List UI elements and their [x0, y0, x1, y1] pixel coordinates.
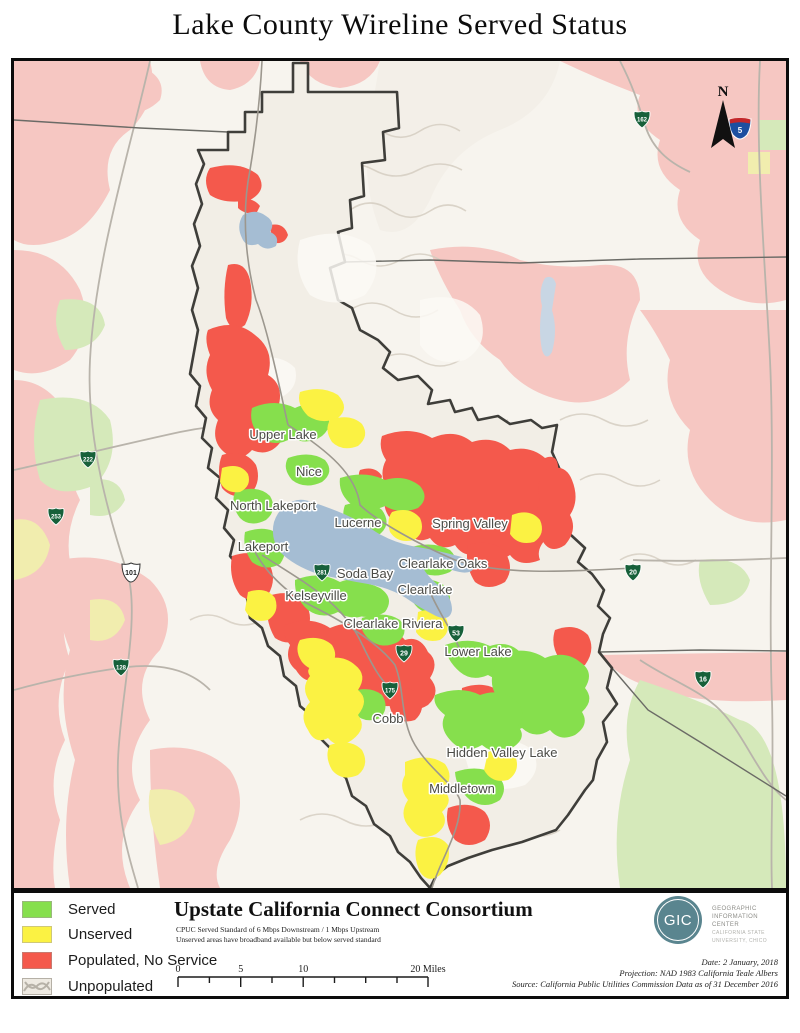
north-arrow-glyph — [711, 100, 735, 148]
scale-tick-10: 10 — [298, 964, 308, 975]
gic-logo-line3: CALIFORNIA STATE UNIVERSITY, CHICO — [712, 930, 768, 944]
town-label: Middletown — [429, 781, 495, 796]
town-label: Nice — [296, 464, 322, 479]
route-shield-128: 128 — [112, 658, 130, 677]
north-arrow: N — [711, 84, 735, 148]
svg-text:53: 53 — [452, 631, 460, 638]
town-label: Lakeport — [238, 539, 289, 554]
route-shield-175: 175 — [381, 681, 399, 700]
page-title: Lake County Wireline Served Status — [172, 8, 628, 41]
svg-text:281: 281 — [317, 571, 328, 577]
credit-date: Date: 2 January, 2018 — [701, 957, 779, 967]
interstate-5-shield: 5 — [728, 117, 752, 140]
svg-text:29: 29 — [400, 651, 408, 658]
clear-lake — [272, 499, 475, 618]
cpuc-standard-note: CPUC Served Standard of 6 Mbps Downstrea… — [176, 925, 380, 934]
gic-logo-abbr: GIC — [657, 899, 699, 941]
svg-text:5: 5 — [738, 126, 743, 135]
legend-label-unpopulated: Unpopulated — [68, 977, 154, 995]
legend-label-served: Served — [68, 900, 116, 918]
no-service-areas — [206, 165, 592, 845]
scale-tick-20-miles: 20 Miles — [410, 964, 445, 975]
adjacent-county-lines — [14, 119, 786, 797]
svg-text:162: 162 — [637, 118, 648, 124]
route-shield-29: 29 — [395, 644, 413, 663]
svg-text:128: 128 — [116, 666, 127, 672]
town-label: Clearlake Oaks — [399, 556, 488, 571]
map-canvas: Upper Lake Nice North Lakeport Lucerne S… — [14, 61, 786, 888]
svg-text:175: 175 — [385, 689, 396, 695]
unserved-swatch — [22, 925, 52, 943]
gic-logo-line2: INFORMATION CENTER — [712, 914, 758, 928]
scale-bar: 0 5 10 20 Miles — [176, 964, 446, 987]
town-label: Spring Valley — [432, 516, 508, 531]
route-shield-53: 53 — [447, 624, 465, 643]
town-label: Lucerne — [335, 515, 382, 530]
no-service-swatch — [22, 951, 52, 969]
unserved-definition-note: Unserved areas have broadband available … — [176, 935, 381, 944]
route-shield-162: 162 — [633, 110, 651, 129]
town-label: Clearlake — [398, 582, 453, 597]
route-shield-16: 16 — [694, 670, 712, 689]
highway-lines-outside — [14, 61, 786, 888]
town-label: Kelseyville — [285, 588, 346, 603]
map-credits: Date: 2 January, 2018 Projection: NAD 19… — [512, 957, 778, 990]
svg-text:222: 222 — [83, 458, 94, 464]
unserved-areas — [220, 389, 542, 879]
indian-valley-reservoir — [540, 276, 556, 357]
town-label: Hidden Valley Lake — [446, 745, 557, 760]
route-shield-20: 20 — [624, 563, 642, 582]
legend-label-unserved: Unserved — [68, 925, 133, 943]
served-swatch — [22, 900, 52, 918]
route-shield-222: 222 — [79, 450, 97, 469]
county-hillshade-blotches — [250, 233, 537, 789]
north-label: N — [718, 84, 729, 100]
town-label: Cobb — [372, 711, 403, 726]
svg-text:16: 16 — [699, 677, 707, 684]
scale-tick-0: 0 — [176, 964, 181, 975]
svg-text:101: 101 — [125, 570, 137, 577]
consortium-title: Upstate California Connect Consortium — [174, 897, 533, 921]
town-label: North Lakeport — [230, 498, 316, 513]
legend-item-served: Served — [22, 899, 116, 919]
gic-logo-text: GEOGRAPHIC INFORMATION CENTER CALIFORNIA… — [712, 905, 786, 945]
legend-item-unpopulated: Unpopulated — [22, 976, 153, 996]
svg-text:20: 20 — [629, 570, 637, 577]
legend-label-no-service: Populated, No Service — [68, 951, 218, 969]
route-shield-281: 281 — [313, 563, 331, 582]
town-label: Clearlake Riviera — [344, 616, 444, 631]
gic-logo-line1: GEOGRAPHIC — [712, 906, 757, 912]
lakes — [239, 211, 556, 618]
highway-lines-inside — [244, 61, 634, 888]
route-shield-253: 253 — [47, 507, 65, 526]
unpopulated-swatch — [22, 977, 52, 995]
credit-projection: Projection: NAD 1983 California Teale Al… — [619, 968, 778, 978]
route-shields: 222 253 128 162 20 — [47, 110, 752, 700]
legend-item-unserved: Unserved — [22, 924, 132, 944]
town-label: Soda Bay — [337, 566, 394, 581]
town-label: Lower Lake — [444, 644, 511, 659]
town-label: Upper Lake — [249, 427, 316, 442]
gic-logo: GIC — [654, 896, 702, 944]
lake-pillsbury — [239, 211, 278, 249]
footer-panel: Served Unserved Populated, No Service Un… — [11, 890, 789, 999]
scale-tick-5: 5 — [238, 964, 243, 975]
legend-item-no-service: Populated, No Service — [22, 950, 217, 970]
map-frame: Upper Lake Nice North Lakeport Lucerne S… — [11, 58, 789, 891]
credit-source: Source: California Public Utilities Comm… — [512, 979, 778, 989]
town-labels: Upper Lake Nice North Lakeport Lucerne S… — [229, 426, 560, 798]
svg-text:253: 253 — [51, 515, 62, 521]
us-route-101-shield: 101 — [121, 562, 141, 583]
